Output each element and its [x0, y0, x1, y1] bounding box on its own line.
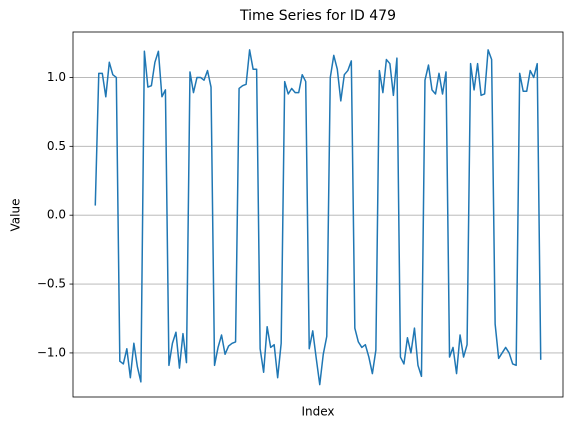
y-tick-label: 1.0 [47, 70, 66, 84]
x-axis-label: Index [301, 405, 334, 419]
data-line [94, 49, 542, 386]
y-tick-label: −1.0 [37, 345, 66, 359]
y-tick-label: −0.5 [37, 277, 66, 291]
y-tick-label: 0.0 [47, 208, 66, 222]
plot-frame [72, 31, 564, 398]
y-axis-label: Value [9, 199, 23, 232]
y-tick-label: 0.5 [47, 139, 66, 153]
chart-title: Time Series for ID 479 [239, 8, 396, 24]
